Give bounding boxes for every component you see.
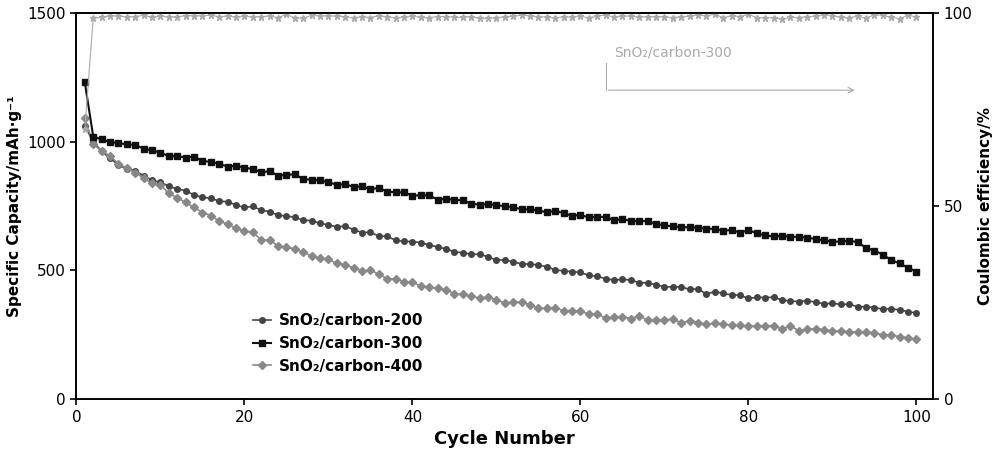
X-axis label: Cycle Number: Cycle Number (434, 430, 575, 448)
SnO₂/carbon-400 (910, 337, 922, 342)
SnO₂/carbon-300 (574, 212, 586, 217)
SnO₂/carbon-200 (843, 302, 855, 307)
SnO₂/carbon-300 (507, 204, 519, 210)
SnO₂/carbon-400 (574, 308, 586, 314)
SnO₂/carbon-400 (272, 243, 284, 248)
Y-axis label: Coulombic efficiency/%: Coulombic efficiency/% (978, 107, 993, 305)
Line: SnO₂/carbon-400: SnO₂/carbon-400 (82, 116, 919, 342)
SnO₂/carbon-200 (272, 212, 284, 218)
Line: SnO₂/carbon-200: SnO₂/carbon-200 (82, 123, 919, 316)
SnO₂/carbon-400 (79, 116, 91, 121)
SnO₂/carbon-200 (574, 270, 586, 275)
SnO₂/carbon-300 (843, 238, 855, 243)
SnO₂/carbon-300 (272, 173, 284, 178)
SnO₂/carbon-300 (79, 80, 91, 85)
SnO₂/carbon-400 (843, 329, 855, 334)
SnO₂/carbon-400 (507, 299, 519, 305)
Y-axis label: Specific Capacity/mAh·g⁻¹: Specific Capacity/mAh·g⁻¹ (7, 95, 22, 317)
Line: SnO₂/carbon-300: SnO₂/carbon-300 (82, 80, 919, 274)
SnO₂/carbon-200 (868, 305, 880, 310)
Legend: SnO₂/carbon-200, SnO₂/carbon-300, SnO₂/carbon-400: SnO₂/carbon-200, SnO₂/carbon-300, SnO₂/c… (247, 308, 430, 380)
SnO₂/carbon-200 (238, 205, 250, 210)
SnO₂/carbon-300 (868, 248, 880, 253)
Text: SnO₂/carbon-300: SnO₂/carbon-300 (614, 46, 732, 59)
SnO₂/carbon-200 (79, 123, 91, 129)
SnO₂/carbon-200 (507, 259, 519, 265)
SnO₂/carbon-400 (868, 330, 880, 336)
SnO₂/carbon-300 (910, 269, 922, 274)
SnO₂/carbon-200 (910, 310, 922, 316)
SnO₂/carbon-300 (238, 165, 250, 170)
SnO₂/carbon-400 (238, 228, 250, 234)
